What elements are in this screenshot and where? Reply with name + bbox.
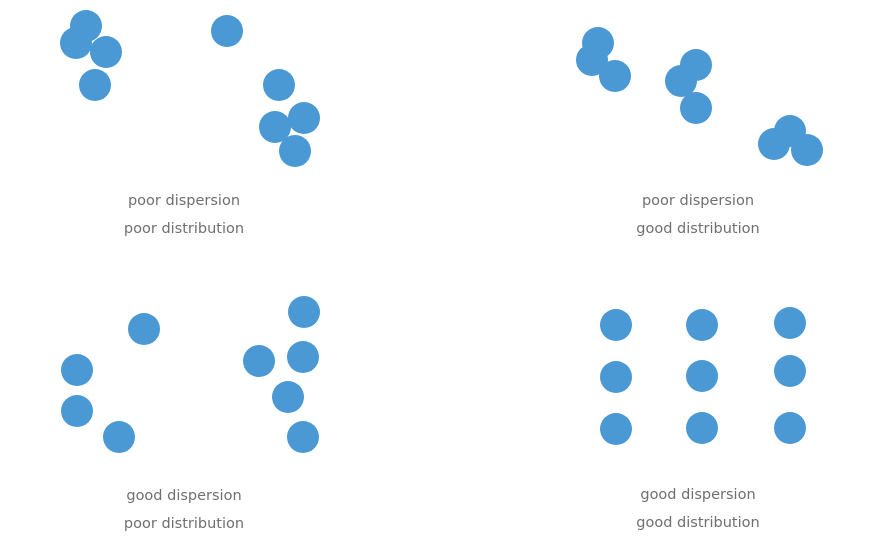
distribution-label: poor distribution	[124, 221, 244, 237]
dispersion-label: poor dispersion	[642, 193, 754, 209]
panel-top-right: poor dispersion good distribution	[576, 27, 823, 237]
dot	[600, 413, 632, 445]
dot	[103, 421, 135, 453]
dots-group	[576, 27, 823, 166]
dot	[599, 60, 631, 92]
dot	[128, 313, 160, 345]
dot	[576, 44, 608, 76]
dot	[263, 69, 295, 101]
dot	[686, 309, 718, 341]
dot	[60, 27, 92, 59]
dot	[288, 296, 320, 328]
dot	[686, 412, 718, 444]
dot	[272, 381, 304, 413]
dot	[686, 360, 718, 392]
dot	[211, 15, 243, 47]
dot	[774, 307, 806, 339]
dots-group	[60, 10, 320, 167]
panel-bottom-right: good dispersion good distribution	[600, 307, 806, 531]
dot	[287, 421, 319, 453]
dot	[279, 135, 311, 167]
dot	[758, 128, 790, 160]
dispersion-label: good dispersion	[640, 487, 755, 503]
dot	[791, 134, 823, 166]
dot	[774, 355, 806, 387]
dot	[287, 341, 319, 373]
dot	[665, 65, 697, 97]
dot	[61, 354, 93, 386]
dot	[680, 92, 712, 124]
dot	[600, 361, 632, 393]
distribution-label: good distribution	[636, 515, 759, 531]
dot	[61, 395, 93, 427]
distribution-label: poor distribution	[124, 516, 244, 532]
dot	[259, 111, 291, 143]
dots-group	[61, 296, 320, 453]
dot	[774, 412, 806, 444]
dots-group	[600, 307, 806, 445]
dot	[288, 102, 320, 134]
dot	[79, 69, 111, 101]
distribution-label: good distribution	[636, 221, 759, 237]
dispersion-label: good dispersion	[126, 488, 241, 504]
panel-top-left: poor dispersion poor distribution	[60, 10, 320, 237]
dot	[600, 309, 632, 341]
panel-bottom-left: good dispersion poor distribution	[61, 296, 320, 532]
dot	[90, 36, 122, 68]
dot	[243, 345, 275, 377]
dispersion-label: poor dispersion	[128, 193, 240, 209]
